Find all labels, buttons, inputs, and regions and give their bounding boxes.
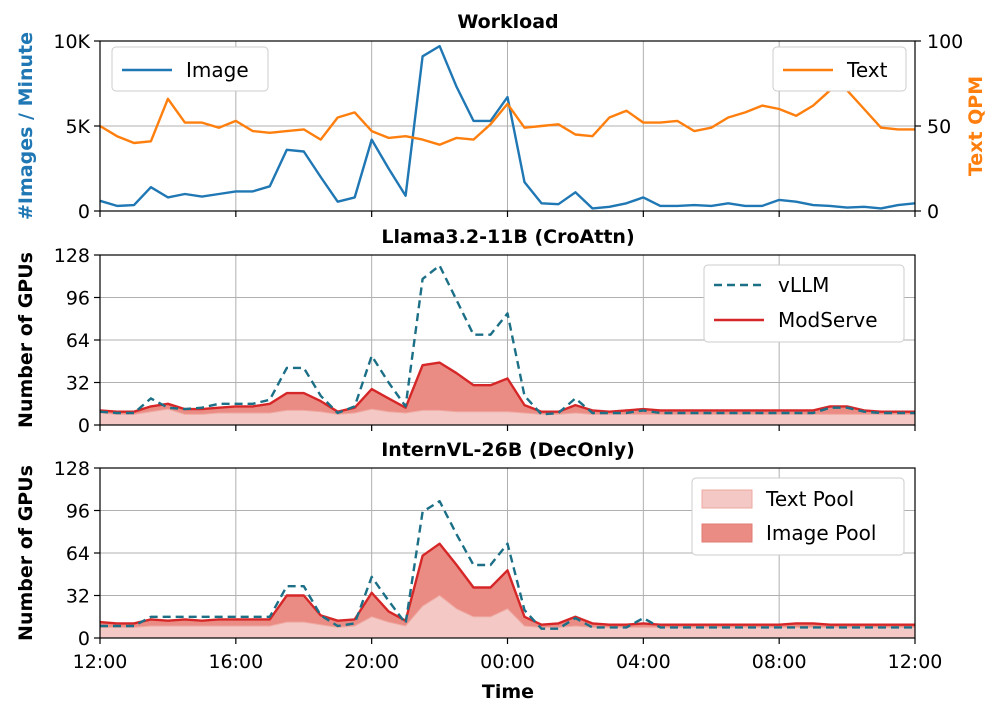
legend-label-image: Image: [186, 58, 249, 82]
y-tick-label: 0: [78, 628, 90, 650]
panel-title-workload: Workload: [457, 11, 558, 33]
y-axis-label: Number of GPUs: [15, 465, 37, 641]
y-tick-label: 5K: [65, 116, 90, 138]
y-axis-label: Number of GPUs: [15, 252, 37, 428]
x-tick-label: 08:00: [752, 651, 807, 673]
y-ticks-left: 0 5K 10K: [53, 31, 100, 223]
legend-image: Image: [111, 46, 269, 92]
y-axis-label-left: #Images / Minute: [15, 32, 37, 220]
legend-label-modserve: ModServe: [778, 308, 878, 332]
y-axis-label-right: Text QPM: [965, 76, 987, 176]
series-layer: [99, 500, 916, 639]
x-tick-label: 12:00: [73, 651, 128, 673]
x-ticks: 12:00 16:00 20:00 00:00 04:00 08:00 12:00: [73, 651, 943, 673]
series-line-vllm: [99, 264, 915, 416]
legend-label-vllm: vLLM: [778, 273, 829, 297]
legend-box: [111, 46, 269, 92]
panel-title-llama: Llama3.2-11B (CroAttn): [381, 226, 634, 248]
x-tick-label: 04:00: [616, 651, 671, 673]
legend-swatch-text-pool: [701, 489, 753, 509]
panel-title-internvl: InternVL-26B (DecOnly): [381, 439, 635, 461]
y-tick-label: 0: [78, 415, 90, 437]
y-tick-label: 64: [66, 330, 90, 352]
area-image-pool: [100, 362, 915, 425]
y-tick-label: 32: [66, 373, 90, 395]
series-layer: [99, 264, 916, 426]
y-tick-label: 96: [66, 288, 90, 310]
series-line-image: [99, 44, 916, 210]
panel-llama: Llama3.2-11B (CroAttn) 0 32 64 96 128 Number…: [15, 226, 916, 437]
area-text-pool: [99, 408, 916, 426]
y-tick-label: 32: [66, 586, 90, 608]
series-line-text: [99, 89, 915, 146]
series-line-modserve: [99, 542, 915, 626]
y-tick-label: 128: [54, 458, 90, 480]
legend-label-text-pool: Text Pool: [765, 487, 854, 511]
x-tick-label: 00:00: [480, 651, 535, 673]
y-tick-label: 64: [66, 543, 90, 565]
x-axis-label: Time: [482, 681, 534, 703]
y-ticks-right: 0 50 100: [915, 31, 963, 223]
x-tick-label: 20:00: [344, 651, 399, 673]
legend-label-text: Text: [846, 58, 888, 82]
legend-llama: vLLM ModServe: [703, 264, 905, 343]
y-tick-label: 128: [54, 245, 90, 267]
series-layer: [99, 44, 916, 210]
y-ticks: 0 32 64 96 128: [54, 245, 100, 437]
y-tick-label-right: 100: [927, 31, 963, 53]
series-line-modserve: [99, 361, 915, 413]
series-line-vllm: [100, 500, 915, 630]
legend-swatch-image-pool: [701, 523, 753, 543]
legend-internvl: Text Pool Image Pool: [691, 477, 905, 556]
y-tick-label: 96: [66, 501, 90, 523]
legend-box: [772, 46, 907, 92]
y-ticks: 0 32 64 96 128: [54, 458, 100, 650]
x-tick-label: 16:00: [208, 651, 263, 673]
y-tick-label-right: 50: [927, 116, 951, 138]
y-tick-label: 0: [78, 201, 90, 223]
y-tick-label: 10K: [53, 31, 90, 53]
area-image-pool: [100, 543, 915, 638]
legend-label-image-pool: Image Pool: [766, 521, 876, 545]
y-tick-label-right: 0: [927, 201, 939, 223]
legend-text: Text: [772, 46, 907, 92]
x-tick-label: 12:00: [888, 651, 943, 673]
